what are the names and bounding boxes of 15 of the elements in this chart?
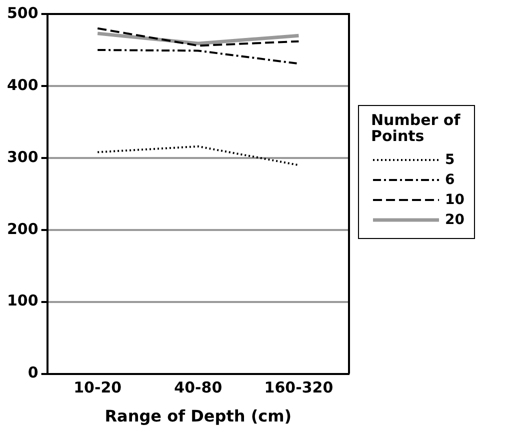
y-tick-label: 200 xyxy=(7,220,38,238)
y-tick-label: 300 xyxy=(7,148,38,166)
legend-label: 5 xyxy=(445,152,455,168)
y-tick-label: 400 xyxy=(7,76,38,94)
x-axis-title: Range of Depth (cm) xyxy=(104,406,292,426)
legend-label: 20 xyxy=(445,212,464,228)
x-tick-label: 10-20 xyxy=(74,378,122,397)
x-tick-label: 40-80 xyxy=(174,378,222,397)
legend-label: 6 xyxy=(445,172,455,188)
legend-title: Number of Points xyxy=(371,111,462,145)
legend-label: 10 xyxy=(445,192,464,208)
y-tick-label: 100 xyxy=(7,292,38,310)
y-tick-label: 0 xyxy=(28,364,38,382)
x-tick-label: 160-320 xyxy=(264,378,334,397)
y-tick-label: 500 xyxy=(7,4,38,22)
